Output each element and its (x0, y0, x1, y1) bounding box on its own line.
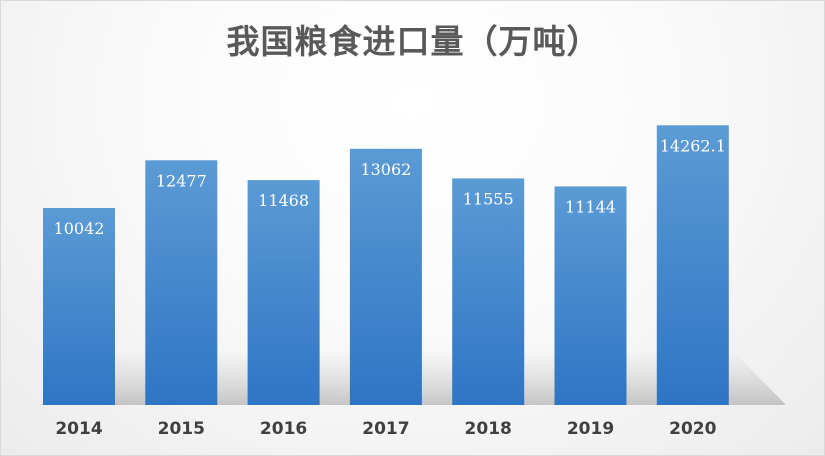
bar-2017 (349, 148, 422, 406)
bar-2016 (247, 180, 320, 405)
data-label-2016: 11468 (258, 191, 309, 210)
chart-title: 我国粮食进口量（万吨） (226, 22, 601, 61)
bar-2014 (43, 208, 115, 405)
x-tick-2015: 2015 (158, 419, 205, 439)
data-label-2017: 13062 (360, 160, 411, 179)
x-tick-2017: 2017 (362, 419, 409, 439)
x-tick-2014: 2014 (55, 419, 102, 439)
data-label-2014: 10042 (54, 219, 105, 238)
x-tick-2018: 2018 (465, 419, 512, 439)
data-label-2019: 11144 (565, 197, 616, 216)
bar-2019 (554, 186, 627, 405)
x-tick-2020: 2020 (669, 419, 716, 439)
x-tick-2019: 2019 (567, 419, 614, 439)
data-label-2020: 14262.1 (660, 136, 726, 155)
bar-2015 (145, 160, 218, 405)
bar-2018 (452, 178, 525, 405)
bar-2020 (656, 125, 729, 406)
x-tick-2016: 2016 (260, 419, 307, 439)
data-label-2018: 11555 (463, 189, 514, 208)
data-label-2015: 12477 (156, 171, 207, 190)
